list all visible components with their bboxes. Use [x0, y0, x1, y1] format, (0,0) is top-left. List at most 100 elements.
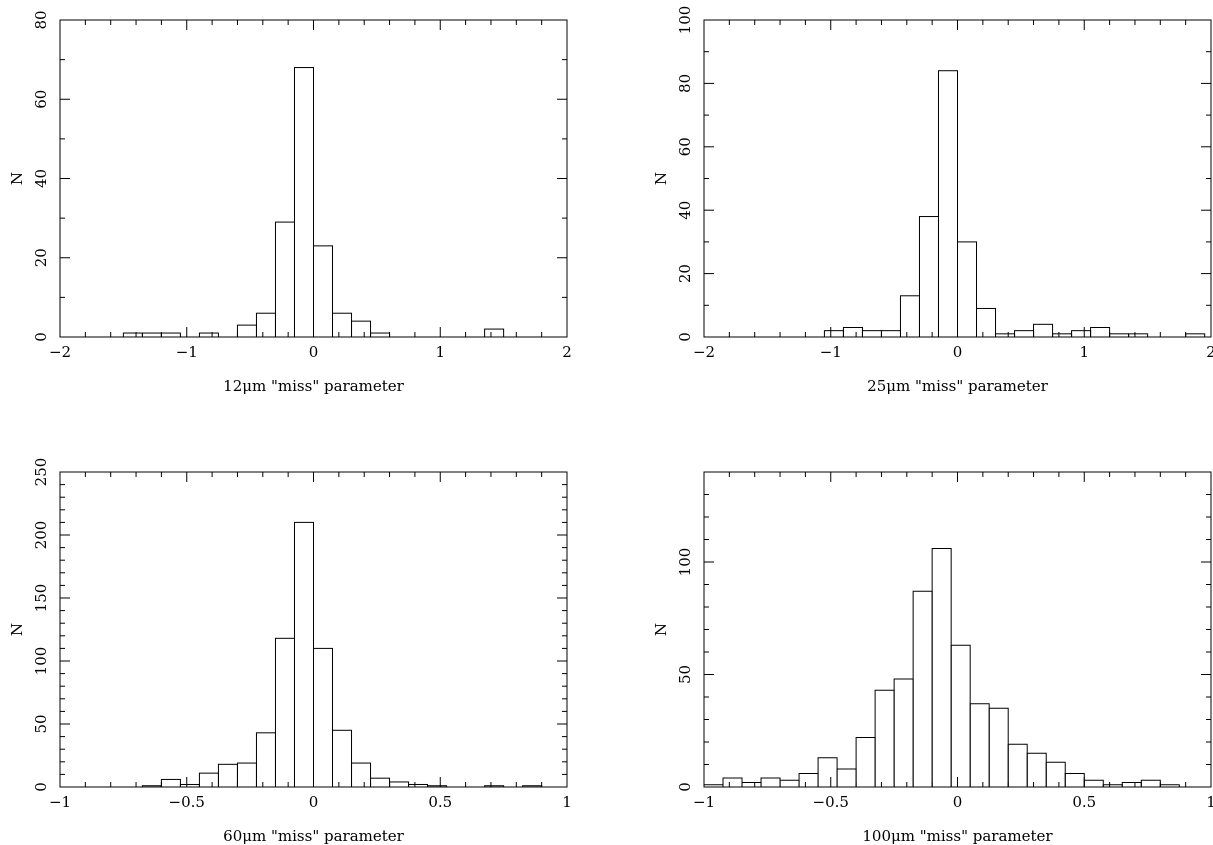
y-tick-label-60um: 50 [32, 714, 50, 733]
x-tick-label-12um: −2 [49, 343, 71, 361]
y-tick-label-100um: 100 [676, 548, 694, 577]
histogram-bar-100um-7 [836, 768, 857, 788]
histogram-bar-12um-11 [370, 332, 391, 338]
x-tick-label-25um: 1 [1079, 343, 1089, 361]
y-axis-title-100um: N [652, 623, 670, 636]
x-tick-label-60um: 0.5 [428, 793, 452, 811]
histogram-bar-100um-22 [1121, 782, 1142, 788]
x-tick-label-12um: −1 [176, 343, 198, 361]
x-tick-label-12um: 1 [435, 343, 445, 361]
histogram-bar-60um-12 [370, 777, 391, 788]
histogram-bar-60um-4 [217, 763, 238, 788]
y-tick-label-25um: 20 [676, 264, 694, 283]
x-tick-label-60um: 0 [309, 793, 319, 811]
y-axis-title-12um: N [8, 172, 26, 185]
y-tick-label-25um: 0 [676, 332, 694, 342]
histogram-bar-100um-11 [912, 590, 933, 788]
x-axis-title-100um: 100μm "miss" parameter [862, 827, 1053, 845]
x-tick-label-100um: 1 [1206, 793, 1213, 811]
plot-frame-100um [703, 471, 1212, 788]
x-tick-label-60um: −0.5 [169, 793, 205, 811]
histogram-bar-12um-9 [332, 312, 353, 338]
x-tick-label-25um: 0 [953, 343, 963, 361]
x-tick-label-12um: 0 [309, 343, 319, 361]
y-tick-label-12um: 40 [32, 169, 50, 188]
y-tick-label-12um: 80 [32, 10, 50, 29]
histogram-bar-100um-13 [950, 644, 971, 788]
y-tick-label-100um: 50 [676, 665, 694, 684]
x-tick-label-100um: −1 [693, 793, 715, 811]
y-tick-label-12um: 0 [32, 332, 50, 342]
histogram-bar-60um-13 [389, 781, 410, 788]
histogram-bar-100um-2 [741, 782, 762, 788]
histogram-bar-100um-19 [1064, 773, 1085, 788]
histogram-bar-60um-6 [255, 732, 276, 788]
x-tick-label-100um: −0.5 [813, 793, 849, 811]
y-tick-label-12um: 20 [32, 248, 50, 267]
histogram-bar-60um-10 [332, 729, 353, 788]
histogram-bar-60um-1 [160, 778, 181, 788]
x-tick-label-25um: −2 [693, 343, 715, 361]
histogram-bar-25um-4 [899, 295, 920, 338]
x-tick-label-25um: 2 [1206, 343, 1213, 361]
histogram-bar-60um-9 [313, 647, 334, 788]
histogram-bar-100um-20 [1083, 779, 1104, 788]
histogram-bar-25um-1 [842, 326, 863, 338]
y-tick-label-25um: 40 [676, 201, 694, 220]
histogram-bar-100um-5 [798, 773, 819, 788]
histogram-bar-25um-13 [1071, 330, 1092, 338]
histogram-bar-100um-10 [893, 678, 914, 788]
histogram-bar-12um-12 [484, 328, 505, 338]
histogram-bar-100um-9 [874, 689, 895, 788]
histogram-bar-25um-2 [861, 330, 882, 338]
histogram-bar-12um-5 [255, 312, 276, 338]
x-tick-label-12um: 2 [562, 343, 572, 361]
histogram-bar-60um-5 [236, 762, 257, 788]
histogram-bar-12um-7 [293, 67, 314, 338]
y-tick-label-60um: 0 [32, 782, 50, 792]
histogram-bar-12um-0 [122, 332, 143, 338]
histogram-bar-60um-7 [274, 637, 295, 788]
y-tick-label-60um: 100 [32, 647, 50, 676]
histogram-bar-25um-8 [976, 307, 997, 338]
histogram-bar-12um-3 [198, 332, 219, 338]
y-axis-title-25um: N [652, 172, 670, 185]
histogram-bar-100um-1 [722, 777, 743, 788]
y-tick-label-60um: 200 [32, 521, 50, 550]
histogram-bar-100um-3 [760, 777, 781, 788]
histogram-bar-60um-3 [198, 772, 219, 788]
histogram-bar-100um-6 [817, 757, 838, 788]
histogram-bar-25um-11 [1033, 323, 1054, 338]
histogram-bar-100um-12 [931, 548, 952, 788]
panel-100um: −1 −0.5 0 0.5 1 0 50 100 100μm "miss" parameter N [652, 471, 1213, 845]
x-tick-label-100um: 0.5 [1072, 793, 1096, 811]
histogram-bar-12um-10 [351, 320, 372, 338]
histogram-bar-25um-0 [823, 330, 844, 338]
x-axis-title-12um: 12μm "miss" parameter [223, 377, 404, 395]
histogram-bar-100um-14 [969, 703, 990, 788]
histogram-bar-60um-11 [351, 762, 372, 788]
histogram-bar-100um-4 [779, 779, 800, 788]
x-tick-label-100um: 0 [953, 793, 963, 811]
y-tick-label-60um: 250 [32, 458, 50, 487]
histogram-bar-25um-7 [957, 241, 978, 338]
histogram-bar-25um-6 [937, 70, 958, 338]
histogram-bar-100um-15 [988, 707, 1009, 788]
y-axis-title-60um: N [8, 623, 26, 636]
histogram-bar-12um-1 [141, 332, 162, 338]
x-tick-label-60um: 1 [562, 793, 572, 811]
x-tick-label-60um: −1 [49, 793, 71, 811]
x-axis-title-25um: 25μm "miss" parameter [867, 377, 1048, 395]
histogram-bar-25um-5 [918, 216, 939, 338]
histogram-bar-100um-8 [855, 737, 876, 788]
histogram-bar-100um-17 [1026, 752, 1047, 788]
histogram-bar-12um-2 [160, 332, 181, 338]
histogram-bar-12um-8 [313, 245, 334, 338]
histogram-bar-100um-16 [1007, 743, 1028, 788]
histogram-bar-100um-23 [1140, 779, 1161, 788]
y-tick-label-12um: 60 [32, 90, 50, 109]
histogram-bar-25um-14 [1090, 326, 1111, 338]
